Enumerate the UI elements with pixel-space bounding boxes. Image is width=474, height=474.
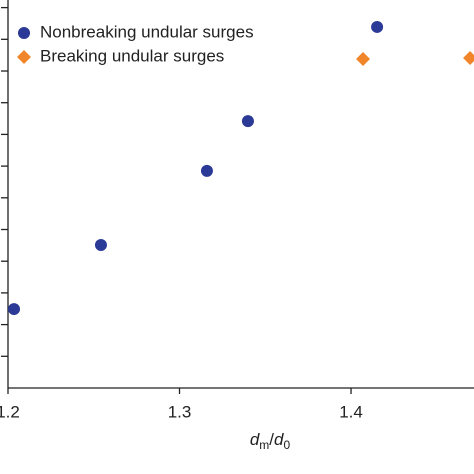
x-axis-label: dm/d0	[250, 430, 291, 452]
x-tick-label: 1.3	[168, 402, 192, 421]
x-label-part: d	[274, 430, 284, 449]
marker	[94, 239, 107, 252]
marker	[8, 303, 21, 316]
legend-label: Breaking undular surges	[40, 46, 224, 65]
x-tick-label: 1.4	[339, 402, 363, 421]
x-label-part: /	[269, 430, 274, 449]
x-tick-label: 1.2	[0, 402, 20, 421]
marker	[18, 27, 30, 39]
marker	[200, 164, 213, 177]
marker	[17, 50, 31, 64]
x-label-part: m	[259, 438, 269, 452]
legend-label: Nonbreaking undular surges	[40, 22, 254, 41]
marker	[371, 20, 384, 33]
marker	[241, 115, 254, 128]
x-label-part: 0	[283, 438, 290, 452]
x-label-part: d	[250, 430, 260, 449]
marker	[463, 51, 474, 66]
marker	[356, 51, 371, 66]
